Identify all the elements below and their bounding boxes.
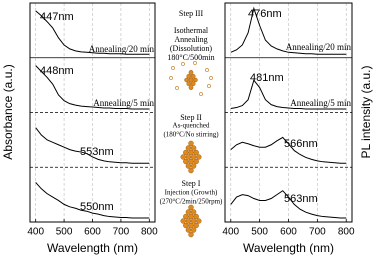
nanocrystal xyxy=(183,149,189,156)
nanocrystal xyxy=(185,209,192,215)
x-tick-label: 700 xyxy=(309,227,326,238)
nanocrystal xyxy=(183,213,189,220)
step-text: (Dissolution) xyxy=(170,44,213,53)
x-tick-label: 400 xyxy=(27,227,44,238)
spectrum-line xyxy=(35,182,150,219)
nanocrystal xyxy=(196,154,202,160)
nanocrystal xyxy=(190,218,197,224)
x-axis-label: Wavelength (nm) xyxy=(243,241,334,255)
nanocrystal xyxy=(185,163,192,169)
dissolved-particle xyxy=(207,84,211,88)
nanocrystal xyxy=(185,227,192,233)
nanocrystal xyxy=(193,213,199,220)
nanocrystal xyxy=(190,154,197,160)
nanocrystal xyxy=(188,231,194,238)
nanocrystal xyxy=(188,204,194,211)
nanocrystal xyxy=(180,218,186,224)
x-axis-label: Wavelength (nm) xyxy=(47,241,138,255)
nanocrystal xyxy=(188,222,194,229)
x-tick-label: 800 xyxy=(141,227,158,238)
nanocrystal xyxy=(193,149,199,156)
plot-frame xyxy=(224,2,353,223)
step-text: (180°C/No stirring) xyxy=(163,131,219,139)
nanocrystal xyxy=(190,163,197,169)
peak-label: 550nm xyxy=(80,201,114,213)
nanocrystal xyxy=(190,145,197,151)
annotation: Annealing/5 min xyxy=(290,98,351,108)
peak-label: 566nm xyxy=(284,138,318,150)
x-tick-label: 400 xyxy=(222,227,239,238)
peak-label: 447nm xyxy=(40,11,74,23)
y-axis-label: Absorbance (a.u.) xyxy=(1,64,15,159)
x-tick-label: 600 xyxy=(280,227,297,238)
spectrum-line xyxy=(35,127,150,164)
nanocrystal xyxy=(193,77,198,83)
nanocrystal xyxy=(184,77,189,83)
nanocrystal xyxy=(183,222,189,229)
nanocrystal xyxy=(188,167,194,174)
peak-label: 448nm xyxy=(40,65,74,77)
dissolved-particle xyxy=(209,76,213,80)
dissolved-particle xyxy=(169,76,173,80)
peak-label: 476nm xyxy=(248,8,282,20)
nanocrystal xyxy=(188,140,194,147)
nanocrystal xyxy=(190,73,196,79)
step-title: Step II xyxy=(180,113,202,122)
nanocrystal xyxy=(186,81,192,87)
dissolved-particle xyxy=(193,61,197,65)
spectrum-line xyxy=(230,6,347,55)
step-title: Step III xyxy=(179,9,204,18)
plot-frame xyxy=(29,2,156,223)
step-text: Isothermal xyxy=(174,26,209,35)
nanocrystal xyxy=(190,227,197,233)
step-text: As-quenched xyxy=(173,122,210,130)
nanocrystal xyxy=(193,158,199,165)
nanocrystal xyxy=(196,218,202,224)
nanocrystal xyxy=(188,149,194,156)
nanocrystal xyxy=(188,213,194,220)
nanocrystal xyxy=(190,209,197,215)
nanocrystal xyxy=(188,85,194,90)
x-tick-label: 500 xyxy=(251,227,268,238)
step-text: (270°C/2min/250rpm) xyxy=(160,198,223,206)
nanocrystal xyxy=(185,218,192,224)
nanocrystal xyxy=(185,145,192,151)
step-title: Step I xyxy=(182,179,201,188)
spectrum-line xyxy=(35,10,150,55)
dissolved-particle xyxy=(175,86,179,90)
peak-label: 563nm xyxy=(284,193,318,205)
annotation: Annealing/5 min xyxy=(93,98,154,108)
nanocrystal xyxy=(193,222,199,229)
nanocrystal xyxy=(188,158,194,165)
y-axis-label: PL intensity (a.u.) xyxy=(359,66,373,159)
x-tick-label: 800 xyxy=(338,227,355,238)
step-text: Injection (Growth) xyxy=(165,189,218,197)
x-tick-label: 600 xyxy=(84,227,101,238)
step-text: Annealing xyxy=(174,35,207,44)
nanocrystal xyxy=(185,154,192,160)
dissolved-particle xyxy=(199,92,203,96)
x-tick-label: 700 xyxy=(113,227,130,238)
spectrum-line xyxy=(230,190,347,219)
spectrum-line xyxy=(230,136,347,164)
spectrum-line xyxy=(230,79,347,110)
nanocrystal xyxy=(188,70,194,75)
dissolved-particle xyxy=(205,68,209,72)
nanocrystal xyxy=(180,154,186,160)
peak-label: 553nm xyxy=(80,146,114,158)
annotation: Annealing/20 min xyxy=(89,44,155,54)
step-text: 180°C/500min xyxy=(167,53,214,62)
nanocrystal xyxy=(188,77,194,83)
dissolved-particle xyxy=(181,62,185,66)
nanocrystal xyxy=(190,81,196,87)
spectrum-line xyxy=(35,65,150,110)
x-tick-label: 500 xyxy=(56,227,73,238)
dissolved-particle xyxy=(171,66,175,70)
peak-label: 481nm xyxy=(250,72,284,84)
nanocrystal xyxy=(183,158,189,165)
nanocrystal xyxy=(186,73,192,79)
annotation: Annealing/20 min xyxy=(286,42,352,52)
